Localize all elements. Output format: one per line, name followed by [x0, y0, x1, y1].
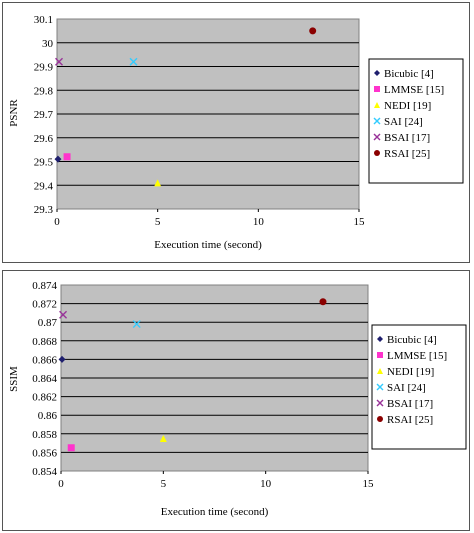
legend-box	[368, 58, 464, 184]
data-point	[159, 434, 167, 442]
y-axis-title: PSNR	[8, 99, 20, 127]
legend-marker	[377, 416, 383, 422]
y-tick-label: 30.1	[34, 14, 53, 26]
y-tick-label: 29.6	[34, 133, 54, 145]
legend-marker	[374, 70, 380, 76]
legend-marker	[376, 383, 384, 391]
y-tick-label: 0.874	[32, 280, 57, 292]
y-tick-label: 30	[42, 38, 54, 50]
y-tick-label: 0.854	[32, 466, 57, 478]
y-tick-label: 0.868	[32, 336, 57, 348]
data-point	[55, 57, 64, 66]
data-point	[63, 153, 71, 161]
legend-marker	[374, 102, 380, 108]
legend-entry: RSAI [25]	[384, 148, 430, 160]
y-tick-label: 0.872	[32, 299, 57, 311]
legend-marker	[373, 117, 381, 125]
legend-marker	[374, 150, 380, 156]
legend-marker	[373, 133, 381, 141]
x-tick-label: 10	[253, 216, 265, 228]
legend-marker	[377, 352, 383, 358]
psnr-chart-panel: 29.3 29.4 29.5 29.6 29.7 29.8 29.9 30 30.1 0 5 10 15…	[2, 2, 470, 263]
legend-entry: Bicubic [4]	[387, 334, 437, 346]
y-tick-label: 0.864	[32, 373, 57, 385]
y-tick-label: 29.7	[34, 109, 54, 121]
x-axis-title: Execution time (second)	[154, 239, 262, 251]
data-point	[67, 444, 75, 452]
data-point	[59, 310, 68, 319]
y-tick-label: 0.87	[38, 317, 58, 329]
y-tick-label: 0.858	[32, 429, 57, 441]
legend-marker	[377, 336, 383, 342]
ssim-chart-panel: 0.854 0.856 0.858 0.86 0.862 0.864 0.866 0.868 0…	[2, 270, 470, 531]
x-tick-label: 5	[155, 216, 161, 228]
legend-entry: BSAI [17]	[387, 398, 433, 410]
x-tick-label: 5	[161, 478, 167, 490]
x-tick-label: 15	[363, 478, 375, 490]
data-point	[58, 355, 66, 363]
legend-entry: LMMSE [15]	[384, 84, 444, 96]
legend-entry: LMMSE [15]	[387, 350, 447, 362]
legend-entry: SAI [24]	[384, 116, 423, 128]
y-tick-label: 29.5	[34, 157, 54, 169]
y-tick-label: 0.862	[32, 392, 57, 404]
legend-marker	[374, 86, 380, 92]
ssim-chart: 0.854 0.856 0.858 0.86 0.862 0.864 0.866 0.868 0…	[8, 280, 467, 518]
y-tick-label: 29.3	[34, 204, 54, 216]
y-tick-label: 29.4	[34, 180, 54, 192]
x-tick-label: 10	[260, 478, 272, 490]
psnr-chart: 29.3 29.4 29.5 29.6 29.7 29.8 29.9 30 30.1 0 5 10 15…	[8, 14, 464, 251]
y-tick-label: 29.9	[34, 62, 54, 74]
legend-entry: SAI [24]	[387, 382, 426, 394]
legend-box	[371, 324, 467, 450]
y-tick-label: 29.8	[34, 85, 54, 97]
legend-marker	[376, 399, 384, 407]
data-point	[154, 179, 162, 187]
data-point	[309, 27, 317, 35]
legend-entry: BSAI [17]	[384, 132, 430, 144]
y-tick-label: 0.866	[32, 354, 57, 366]
legend-entry: NEDI [19]	[384, 100, 431, 112]
legend-entry: Bicubic [4]	[384, 68, 434, 80]
y-axis-title: SSIM	[8, 366, 20, 392]
x-axis-title: Execution time (second)	[161, 506, 269, 518]
legend-entry: NEDI [19]	[387, 366, 434, 378]
x-tick-label: 0	[58, 478, 64, 490]
data-point	[132, 320, 141, 329]
data-point	[54, 155, 62, 163]
data-point	[129, 57, 138, 66]
y-tick-label: 0.856	[32, 447, 57, 459]
x-tick-label: 15	[354, 216, 366, 228]
legend-entry: RSAI [25]	[387, 414, 433, 426]
y-tick-label: 0.86	[38, 410, 58, 422]
legend-marker	[377, 368, 383, 374]
x-tick-label: 0	[54, 216, 60, 228]
data-point	[319, 298, 327, 306]
